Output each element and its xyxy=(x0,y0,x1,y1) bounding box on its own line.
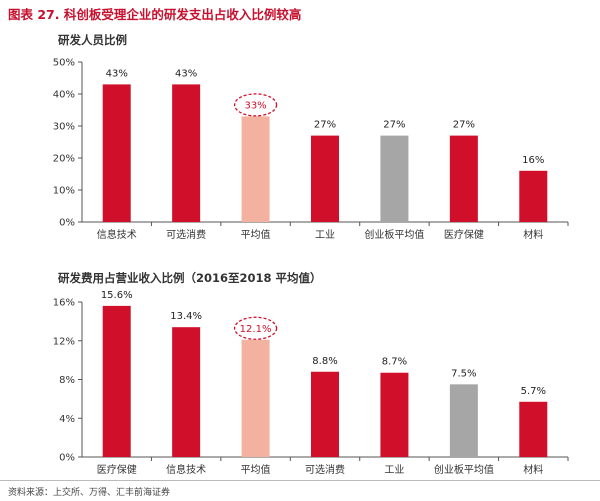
bar xyxy=(449,384,478,457)
value-label: 27% xyxy=(383,120,405,131)
chart-title-rd-expense: 研发费用占营业收入比例（2016至2018 平均值） xyxy=(58,271,322,285)
y-tick-label: 50% xyxy=(53,58,75,69)
bar xyxy=(102,305,131,457)
highlight-circle xyxy=(233,316,278,340)
value-label: 27% xyxy=(453,120,475,131)
category-label: 创业板平均值 xyxy=(364,228,424,241)
average-value-label: 33% xyxy=(244,100,266,111)
y-tick-label: 0% xyxy=(59,218,75,229)
rd-expense-ratio-chart: 0% 4% 8% 12% 16% 医疗保健 15.6% 信息技术 13.4% 平均值 12.1% 可选… xyxy=(53,290,569,476)
category-label: 材料 xyxy=(523,228,543,241)
category-label: 平均值 xyxy=(241,463,271,476)
value-label: 43% xyxy=(106,68,128,79)
average-value-label: 12.1% xyxy=(240,324,272,335)
category-label: 工业 xyxy=(384,464,404,476)
highlight-circle xyxy=(233,93,278,117)
value-label: 43% xyxy=(175,68,197,79)
y-tick-label: 12% xyxy=(53,336,75,347)
bar xyxy=(311,135,339,222)
value-label: 8.7% xyxy=(382,357,407,368)
category-label: 可选消费 xyxy=(305,463,345,476)
y-tick-label: 40% xyxy=(53,90,75,101)
category-label: 信息技术 xyxy=(97,228,137,241)
bar xyxy=(519,401,548,457)
y-tick-label: 0% xyxy=(59,453,75,464)
category-label: 医疗保健 xyxy=(444,228,484,241)
y-tick-label: 16% xyxy=(53,298,75,309)
bar xyxy=(172,327,201,457)
source-divider xyxy=(0,480,600,481)
y-tick-label: 8% xyxy=(59,375,75,386)
source-note: 资料来源：上交所、万得、汇丰前海证券 xyxy=(8,488,171,498)
figure-title: 图表 27. 科创板受理企业的研发支出占收入比例较高 xyxy=(8,7,302,22)
value-label: 5.7% xyxy=(521,386,546,397)
category-label: 医疗保健 xyxy=(97,463,137,476)
bar xyxy=(380,372,409,457)
bar xyxy=(241,116,270,222)
category-label: 工业 xyxy=(315,229,335,241)
y-tick-label: 4% xyxy=(59,414,75,425)
value-label: 27% xyxy=(314,120,336,131)
value-label: 8.8% xyxy=(312,356,337,367)
value-label: 7.5% xyxy=(451,368,476,379)
bar xyxy=(519,170,548,222)
value-label: 16% xyxy=(522,155,544,166)
value-label: 13.4% xyxy=(170,311,202,322)
category-label: 可选消费 xyxy=(166,228,206,241)
bar xyxy=(380,135,409,222)
category-label: 创业板平均值 xyxy=(434,463,494,476)
rd-staff-ratio-chart: 0% 10% 20% 30% 40% 50% 信息技术 43% 可选消费 43% 平均值 33% 工业 2… xyxy=(53,58,569,241)
category-label: 平均值 xyxy=(241,228,271,241)
category-label: 信息技术 xyxy=(166,463,206,476)
bar xyxy=(172,84,201,223)
value-label: 15.6% xyxy=(101,290,133,301)
bar xyxy=(311,371,339,457)
y-tick-label: 10% xyxy=(53,186,75,197)
chart-title-rd-staff: 研发人员比例 xyxy=(58,33,127,47)
bar xyxy=(449,135,478,222)
category-label: 材料 xyxy=(523,463,543,476)
y-tick-label: 20% xyxy=(53,154,75,165)
y-tick-label: 30% xyxy=(53,122,75,133)
bar xyxy=(102,84,131,223)
bar xyxy=(241,339,270,457)
